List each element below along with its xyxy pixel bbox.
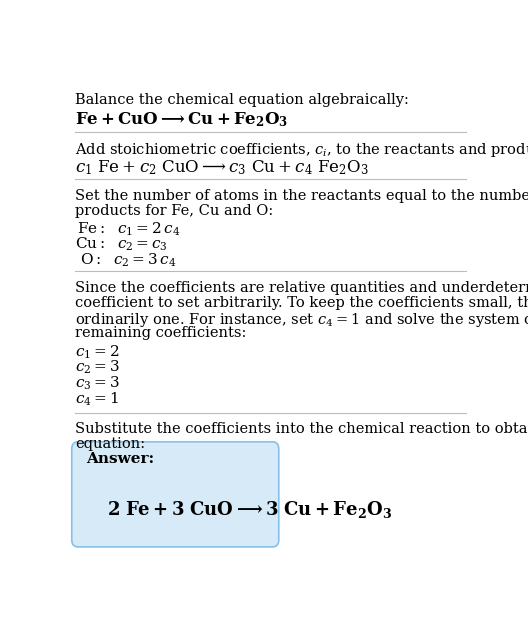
Text: $\mathbf{2\ Fe + 3\ CuO \longrightarrow 3\ Cu + Fe_2O_3}$: $\mathbf{2\ Fe + 3\ CuO \longrightarrow … — [107, 499, 392, 520]
Text: products for Fe, Cu and O:: products for Fe, Cu and O: — [75, 204, 274, 218]
Text: equation:: equation: — [75, 437, 145, 451]
Text: $c_1\ \mathrm{Fe} + c_2\ \mathrm{CuO} \longrightarrow c_3\ \mathrm{Cu} + c_4\ \m: $c_1\ \mathrm{Fe} + c_2\ \mathrm{CuO} \l… — [75, 158, 369, 177]
Text: $c_4 = 1$: $c_4 = 1$ — [75, 390, 119, 408]
Text: $c_3 = 3$: $c_3 = 3$ — [75, 375, 120, 392]
Text: Answer:: Answer: — [86, 451, 154, 466]
Text: Substitute the coefficients into the chemical reaction to obtain the balanced: Substitute the coefficients into the che… — [75, 422, 528, 436]
Text: coefficient to set arbitrarily. To keep the coefficients small, the arbitrary va: coefficient to set arbitrarily. To keep … — [75, 296, 528, 310]
Text: remaining coefficients:: remaining coefficients: — [75, 327, 247, 341]
Text: $c_2 = 3$: $c_2 = 3$ — [75, 359, 120, 377]
Text: $\mathbf{Fe + CuO \longrightarrow Cu + Fe_2O_3}$: $\mathbf{Fe + CuO \longrightarrow Cu + F… — [75, 110, 288, 128]
Text: Add stoichiometric coefficients, $c_i$, to the reactants and products:: Add stoichiometric coefficients, $c_i$, … — [75, 141, 528, 159]
Text: $\mathrm{Cu:}\ \ c_2 = c_3$: $\mathrm{Cu:}\ \ c_2 = c_3$ — [75, 236, 168, 253]
Text: $\mathrm{Fe:}\ \ c_1 = 2\,c_4$: $\mathrm{Fe:}\ \ c_1 = 2\,c_4$ — [78, 221, 181, 238]
Text: ordinarily one. For instance, set $c_4 = 1$ and solve the system of equations fo: ordinarily one. For instance, set $c_4 =… — [75, 312, 528, 329]
Text: Since the coefficients are relative quantities and underdetermined, choose a: Since the coefficients are relative quan… — [75, 281, 528, 295]
Text: Balance the chemical equation algebraically:: Balance the chemical equation algebraica… — [75, 94, 409, 107]
Text: Set the number of atoms in the reactants equal to the number of atoms in the: Set the number of atoms in the reactants… — [75, 189, 528, 203]
FancyBboxPatch shape — [72, 442, 279, 547]
Text: $\mathrm{O:}\ \ c_2 = 3\,c_4$: $\mathrm{O:}\ \ c_2 = 3\,c_4$ — [80, 252, 176, 269]
Text: $c_1 = 2$: $c_1 = 2$ — [75, 344, 119, 361]
